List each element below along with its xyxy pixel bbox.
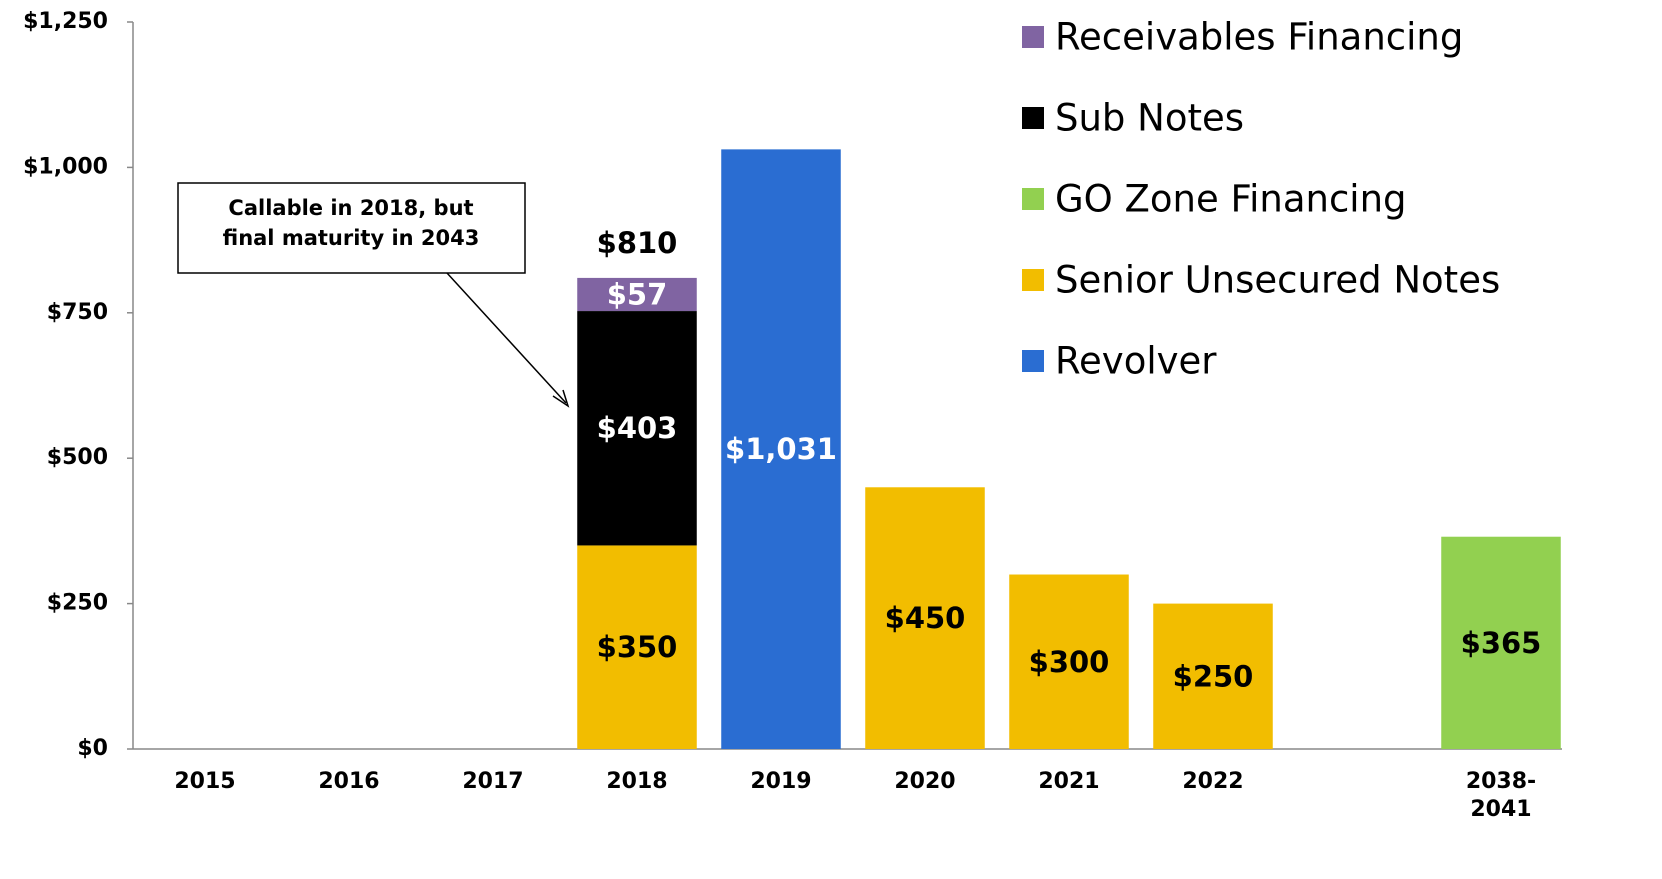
legend-swatch: [1022, 188, 1044, 210]
x-tick-label: 2018: [606, 769, 668, 794]
annotation-text: Callable in 2018, but: [228, 196, 473, 220]
x-tick-label: 2019: [750, 769, 812, 794]
value-label: $403: [597, 411, 678, 445]
legend-swatch: [1022, 26, 1044, 48]
bar-segment: [1009, 574, 1129, 749]
value-label: $57: [607, 277, 668, 311]
bar-segment: [1153, 603, 1273, 749]
x-tick-label: 2022: [1182, 769, 1244, 794]
total-label: $810: [597, 226, 678, 260]
value-label: $250: [1173, 659, 1254, 693]
value-label: $1,031: [725, 432, 837, 466]
value-label: $350: [597, 630, 678, 664]
y-tick-label: $1,250: [23, 9, 108, 34]
legend-label: Revolver: [1055, 340, 1217, 383]
legend-swatch: [1022, 350, 1044, 372]
bar-segment: [721, 149, 841, 749]
x-tick-label: 2021: [1038, 769, 1100, 794]
legend-label: Senior Unsecured Notes: [1055, 259, 1500, 302]
y-tick-label: $1,000: [23, 154, 108, 179]
bar-segment: [577, 277, 697, 312]
legend-label: GO Zone Financing: [1055, 178, 1407, 221]
annotation-arrow: [446, 272, 567, 404]
legend-label: Receivables Financing: [1055, 16, 1463, 59]
y-tick-label: $250: [47, 591, 108, 616]
x-tick-label: 2016: [318, 769, 380, 794]
value-label: $300: [1029, 645, 1110, 679]
x-tick-label: 2017: [462, 769, 524, 794]
bar-segment: [1441, 536, 1561, 749]
bar-segment: [577, 545, 697, 749]
x-tick-label: 2015: [174, 769, 236, 794]
bar-segment: [577, 311, 697, 546]
legend-swatch: [1022, 107, 1044, 129]
legend-swatch: [1022, 269, 1044, 291]
x-tick-label: 2038-2041: [1465, 769, 1537, 822]
value-label: $365: [1461, 626, 1542, 660]
legend-label: Sub Notes: [1055, 97, 1244, 140]
y-tick-label: $500: [47, 445, 108, 470]
bar-segment: [865, 487, 985, 749]
annotation-box: [177, 182, 526, 274]
value-label: $450: [885, 601, 966, 635]
annotation-text: final maturity in 2043: [223, 226, 480, 250]
y-tick-label: $0: [77, 736, 108, 761]
x-tick-label: 2020: [894, 769, 956, 794]
arrow-head: [552, 389, 570, 408]
y-tick-label: $750: [47, 300, 108, 325]
